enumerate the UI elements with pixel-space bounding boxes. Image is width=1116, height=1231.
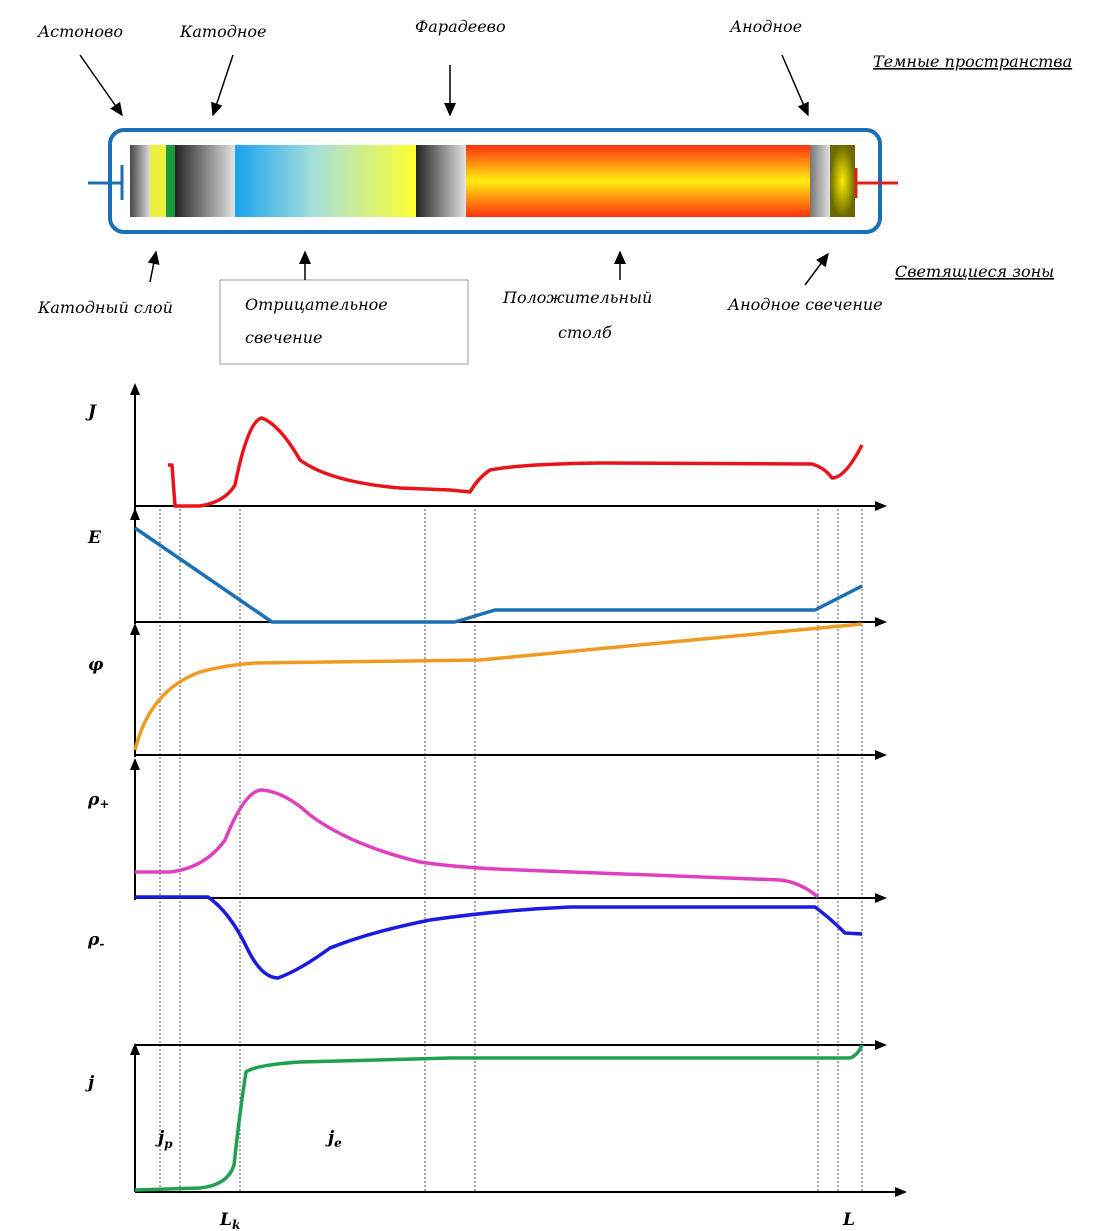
zone-label: свечение xyxy=(245,328,322,347)
tube xyxy=(88,130,898,232)
annotation: jp xyxy=(155,1128,173,1151)
anode xyxy=(856,168,898,198)
negative-charge-curve xyxy=(135,897,862,978)
symbol: L xyxy=(842,1210,855,1230)
zone-label: Катодный слой xyxy=(37,298,173,317)
annotation: je xyxy=(325,1128,342,1150)
zone-label: Анодное свечение xyxy=(727,295,883,314)
subscript: - xyxy=(99,937,104,951)
symbol: ρ xyxy=(87,930,100,950)
band xyxy=(830,145,855,217)
zone-label: столб xyxy=(558,323,612,342)
label-box xyxy=(220,280,468,364)
plot-label: ρ- xyxy=(87,930,104,951)
symbol: ρ xyxy=(87,790,100,810)
band xyxy=(416,145,466,217)
subscript: + xyxy=(99,797,109,811)
diagram: Астоново Катодное Фарадеево Анодное Темн… xyxy=(0,0,1116,1231)
cathode xyxy=(88,165,122,200)
field-curve xyxy=(135,528,862,622)
symbol: L xyxy=(219,1210,232,1230)
band xyxy=(130,145,150,217)
band xyxy=(810,145,830,217)
dark-space-label: Анодное xyxy=(729,17,802,36)
annotation: Lk xyxy=(219,1210,240,1231)
symbol: E xyxy=(87,528,102,548)
plot-label: j xyxy=(85,1073,95,1093)
symbol: j xyxy=(85,1073,95,1093)
plot-label: E xyxy=(87,528,102,548)
dark-space-label: Фарадеево xyxy=(415,17,506,36)
zone-label: Отрицательное xyxy=(245,295,388,314)
arrow xyxy=(80,55,122,115)
arrow xyxy=(782,55,808,115)
subscript: e xyxy=(334,1136,342,1150)
arrow xyxy=(150,252,156,282)
subscript: k xyxy=(232,1218,240,1231)
band xyxy=(166,145,175,217)
band xyxy=(235,145,416,217)
glowing-zones-title: Светящиеся зоны xyxy=(895,262,1054,281)
band xyxy=(466,145,810,217)
plot-label: ρ+ xyxy=(87,790,109,811)
symbol: J xyxy=(85,402,97,422)
subscript: p xyxy=(164,1137,173,1151)
dark-space-label: Катодное xyxy=(179,22,267,41)
guides xyxy=(160,505,862,1192)
annotation: L xyxy=(842,1210,855,1230)
band xyxy=(150,145,166,217)
plot-label: J xyxy=(85,402,97,422)
positive-charge-curve xyxy=(135,790,818,897)
dark-spaces-title: Темные пространства xyxy=(873,52,1072,71)
dark-space-label: Астоново xyxy=(37,22,123,41)
total-current-curve xyxy=(135,1045,862,1190)
current-density-curve xyxy=(168,418,862,506)
zone-label: Положительный xyxy=(502,288,652,307)
plot-label: φ xyxy=(88,655,104,675)
symbol: φ xyxy=(88,655,104,675)
band xyxy=(175,145,235,217)
arrow xyxy=(805,254,828,285)
potential-curve xyxy=(135,624,862,750)
arrow xyxy=(213,55,233,115)
